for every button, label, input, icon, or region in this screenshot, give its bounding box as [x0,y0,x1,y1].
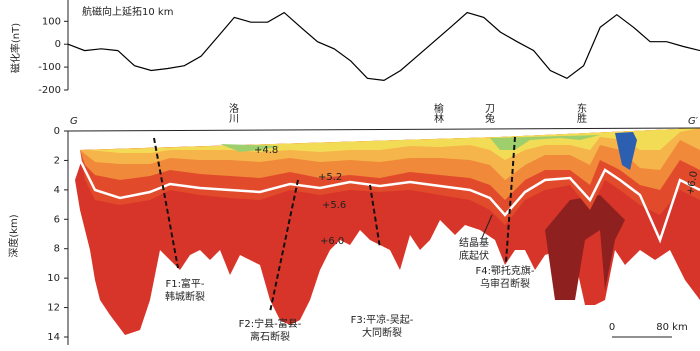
fault-line [269,179,299,313]
fault-line [153,137,179,269]
fault-lines [153,136,516,313]
place-label: 榆林 [432,102,444,124]
scale-label: 0 [609,322,615,333]
annotation: 结晶基 [459,236,489,249]
basement-line [78,159,700,244]
fault-label: F1:富平- [165,277,204,290]
contour-label: +4.8 [254,145,278,156]
fault-line [369,184,381,249]
fault-label: 大同断裂 [362,326,402,339]
y-axis-label: 磁化率(nT) [9,23,22,73]
place-label: 刀兔 [483,103,495,124]
annotation: 底起伏 [459,249,489,262]
fault-label: 乌审召断裂 [480,277,530,290]
fault-label: F4:鄂托克旗- [475,264,534,277]
contour-label: +5.2 [318,172,342,183]
magnetic-line [67,11,700,82]
y-tick-label: 12 [47,303,60,314]
fault-line [505,136,516,263]
y-tick-label: 14 [47,332,60,343]
scale-label: 80 km [656,322,687,333]
place-label: 东胜 [575,102,587,124]
fault-label: 离石断裂 [250,330,290,343]
y-tick-label: 2 [54,155,60,166]
place-label: 洛川 [227,102,239,123]
chart-title: 航磁向上延拓10 km [82,5,173,18]
y-tick-label: 8 [54,244,60,255]
y-tick-label: 0 [55,39,61,50]
label-leader [481,214,493,239]
y-tick-label: 10 [47,273,60,284]
y-tick-label: -100 [38,62,61,73]
fault-label: F3:平凉-吴起- [351,313,414,326]
contour-label: +6.0 [320,236,344,247]
y-tick-label: 4 [54,185,60,196]
y-tick-label: 6 [54,214,60,225]
y-tick-label: -200 [38,85,61,96]
profile-end: G [70,116,78,127]
y-tick-label: 0 [54,126,60,137]
contour-label: +5.6 [322,200,346,211]
y-axis-label: 深度(km) [7,214,20,257]
section-layers [67,127,700,338]
layer-green [220,135,600,152]
layer-blue [615,132,637,170]
contour-label: +6.0 [685,170,700,196]
fault-label: F2:宁县-富县- [239,317,302,330]
fault-label: 韩城断裂 [165,290,205,303]
layer-deep [545,195,625,300]
layer-yellow [90,128,700,160]
section-top-line [67,127,700,132]
profile-end: G′ [688,116,699,127]
y-tick-label: 100 [42,16,61,27]
